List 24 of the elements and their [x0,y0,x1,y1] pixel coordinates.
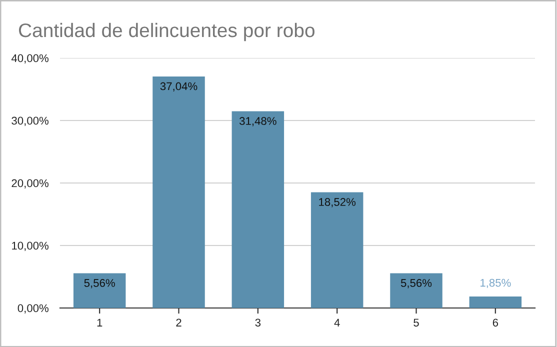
chart-title: Cantidad de delincuentes por robo [18,22,314,42]
bar [469,296,522,308]
x-tick-label: 6 [492,318,498,327]
bar [390,273,442,308]
data-label: 31,48% [240,117,276,126]
data-label: 18,52% [319,198,356,208]
bar [152,76,205,308]
x-tick-label: 5 [414,318,419,327]
bar [73,273,126,308]
y-tick-label: 0,00% [18,304,48,314]
data-label: 1,85% [480,278,511,288]
x-tick-label: 1 [97,318,102,326]
data-label: 5,56% [400,279,432,288]
data-label: 37,04% [160,82,198,92]
bar [310,192,364,308]
y-tick-label: 20,00% [12,179,48,188]
x-tick-label: 4 [334,318,340,326]
data-label: 5,56% [84,279,115,288]
bar [232,111,284,308]
x-tick-label: 2 [176,318,182,326]
y-tick-label: 30,00% [12,116,48,126]
x-tick-label: 3 [255,318,261,327]
y-tick-label: 10,00% [12,242,48,251]
y-tick-label: 40,00% [11,54,48,64]
